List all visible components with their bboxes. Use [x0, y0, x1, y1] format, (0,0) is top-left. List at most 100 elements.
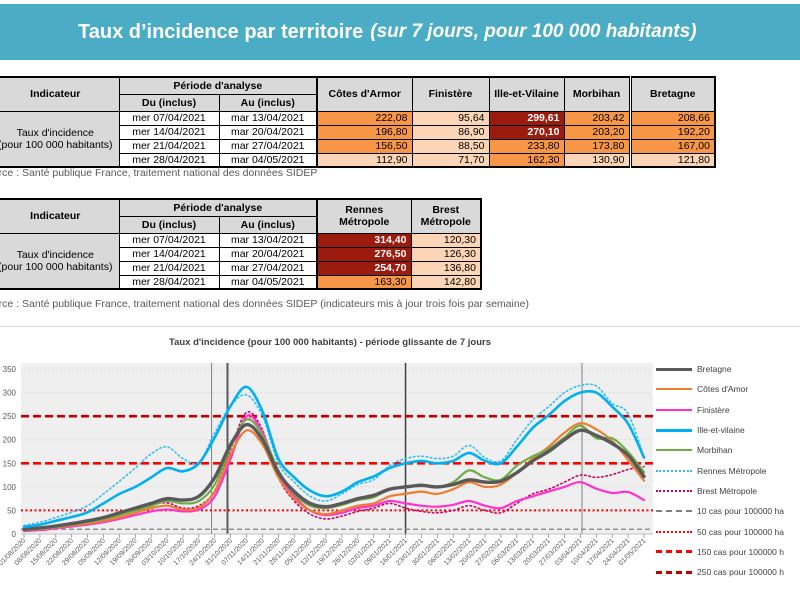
value-cell: 173,80 [563, 138, 631, 154]
legend-item: Finistère [656, 400, 800, 420]
value-cell: 208,66 [628, 110, 716, 126]
title-banner: Taux d’incidence par territoire (sur 7 j… [0, 4, 800, 60]
period-start-cell: mer 28/04/2021 [118, 152, 220, 168]
series-line-5 [23, 383, 645, 527]
page-subtitle: (sur 7 jours, pour 100 000 habitants) [370, 21, 697, 42]
legend-label: Ille-et-vilaine [697, 425, 745, 436]
series-legend-swatch [656, 408, 692, 411]
region-column-header: Ille-et-Vilaine [488, 76, 565, 112]
legend-item: Côtes d'Amor [656, 379, 800, 399]
table-row: Taux d'incidence (pour 100 000 habitants… [0, 232, 482, 290]
incidence-table-metropoles: Indicateur Période d'analyse Rennes Métrop… [0, 198, 482, 290]
indicator-label-cell: Taux d'incidence (pour 100 000 habitants… [0, 110, 120, 168]
value-cell: 162,30 [488, 152, 565, 168]
series-line-2 [22, 414, 646, 533]
du-header: Du (inclus) [118, 215, 220, 234]
legend-item: 150 cas pour 100000 h [656, 542, 800, 562]
series-legend-swatch [656, 489, 692, 492]
period-header: Période d'analyse [118, 76, 318, 95]
legend-item: 50 cas pour 100000 ha [656, 521, 800, 541]
region-column-header: Brest Métropole [410, 198, 482, 234]
region-column-header: Finistère [411, 76, 490, 112]
legend-label: Morbihan [697, 445, 733, 456]
chart-legend: Bretagne Côtes d'Amor Finistère Ille-et-vil… [656, 359, 800, 587]
period-end-cell: mar 04/05/2021 [218, 152, 318, 168]
y-axis-tick-label: 50 [7, 506, 16, 515]
legend-item: 250 cas pour 100000 h [656, 562, 800, 582]
du-header: Du (inclus) [118, 93, 220, 112]
period-start-cell: mer 14/04/2021 [118, 246, 220, 262]
value-cell: 203,42 [563, 110, 631, 126]
period-end-cell: mar 20/04/2021 [218, 124, 318, 140]
value-cell: 120,30 [410, 232, 482, 248]
table-row: mer 28/04/2021 mar 04/05/2021 163,30 142,80 [0, 274, 482, 290]
value-cell: 314,40 [316, 232, 412, 248]
legend-item: Bretagne [656, 359, 800, 379]
table-row: mer 14/04/2021 mar 20/04/2021 196,80 86,90 2… [0, 124, 716, 140]
legend-label: 150 cas pour 100000 h [697, 546, 784, 557]
legend-label: Brest Métropole [697, 485, 757, 496]
period-end-cell: mar 04/05/2021 [218, 274, 318, 290]
period-start-cell: mer 28/04/2021 [118, 274, 220, 290]
source-note-1: Source : Santé publique France, traiteme… [0, 167, 318, 179]
period-end-cell: mar 13/04/2021 [218, 232, 318, 248]
au-header: Au (inclus) [218, 215, 318, 234]
region-column-header: Rennes Métropole [316, 198, 412, 234]
value-cell: 88,50 [411, 138, 490, 154]
period-start-cell: mer 21/04/2021 [118, 260, 220, 276]
series-legend-swatch [656, 388, 692, 391]
y-axis-tick-label: 0 [12, 530, 17, 539]
incidence-chart-section: Taux d'incidence (pour 100 000 habitants… [0, 326, 800, 600]
value-cell: 136,80 [410, 260, 482, 276]
legend-item: Ille-et-vilaine [656, 420, 800, 440]
region-column-header: Côtes d'Armor [316, 76, 413, 112]
period-end-cell: mar 20/04/2021 [218, 246, 318, 262]
value-cell: 203,20 [563, 124, 631, 140]
value-cell: 299,61 [488, 110, 565, 126]
series-line-0 [22, 422, 646, 531]
period-start-cell: mer 07/04/2021 [118, 232, 220, 248]
table-row: mer 28/04/2021 mar 04/05/2021 112,90 71,70 1… [0, 152, 716, 168]
series-legend-swatch [656, 367, 692, 371]
value-cell: 163,30 [316, 274, 412, 290]
series-legend-swatch [656, 469, 692, 472]
series-legend-swatch [656, 428, 692, 432]
legend-label: 50 cas pour 100000 ha [697, 526, 784, 537]
data-table: Indicateur Période d'analyse Côtes d'Armor… [0, 76, 716, 168]
incidence-table-departments: Indicateur Période d'analyse Côtes d'Armor… [0, 76, 716, 168]
region-column-header: Morbihan [563, 76, 631, 112]
period-end-cell: mar 13/04/2021 [218, 110, 318, 126]
legend-item: Morbihan [656, 440, 800, 460]
indicator-header: Indicateur [0, 198, 120, 234]
table-row: mer 14/04/2021 mar 20/04/2021 276,50 126,30 [0, 246, 482, 262]
chart-title: Taux d'incidence (pour 100 000 habitants… [169, 337, 491, 348]
data-table: Indicateur Période d'analyse Rennes Métrop… [0, 198, 482, 290]
legend-item: Brest Métropole [656, 481, 800, 501]
threshold-legend-swatch [656, 510, 692, 513]
period-start-cell: mer 21/04/2021 [118, 138, 220, 154]
threshold-legend-swatch [656, 530, 692, 533]
value-cell: 196,80 [316, 124, 413, 140]
series-legend-swatch [656, 449, 692, 452]
value-cell: 95,64 [411, 110, 490, 126]
value-cell: 167,00 [628, 138, 716, 154]
value-cell: 130,90 [563, 152, 631, 168]
threshold-legend-swatch [656, 570, 692, 574]
value-cell: 71,70 [411, 152, 490, 168]
legend-item: 10 cas pour 100000 ha [656, 501, 800, 521]
table-row: Taux d'incidence (pour 100 000 habitants… [0, 110, 716, 168]
y-axis-tick-label: 150 [3, 459, 17, 468]
value-cell: 142,80 [410, 274, 482, 290]
value-cell: 233,80 [488, 138, 565, 154]
page-title: Taux d’incidence par territoire [78, 20, 364, 43]
value-cell: 156,50 [316, 138, 413, 154]
period-start-cell: mer 07/04/2021 [118, 110, 220, 126]
value-cell: 222,08 [316, 110, 413, 126]
y-axis-tick-label: 300 [3, 389, 17, 398]
legend-label: 10 cas pour 100000 ha [697, 506, 784, 517]
table-row: mer 21/04/2021 mar 27/04/2021 254,70 136,80 [0, 260, 482, 276]
series-line-6 [23, 411, 645, 531]
value-cell: 254,70 [316, 260, 412, 276]
indicator-label-cell: Taux d'incidence (pour 100 000 habitants… [0, 232, 120, 290]
